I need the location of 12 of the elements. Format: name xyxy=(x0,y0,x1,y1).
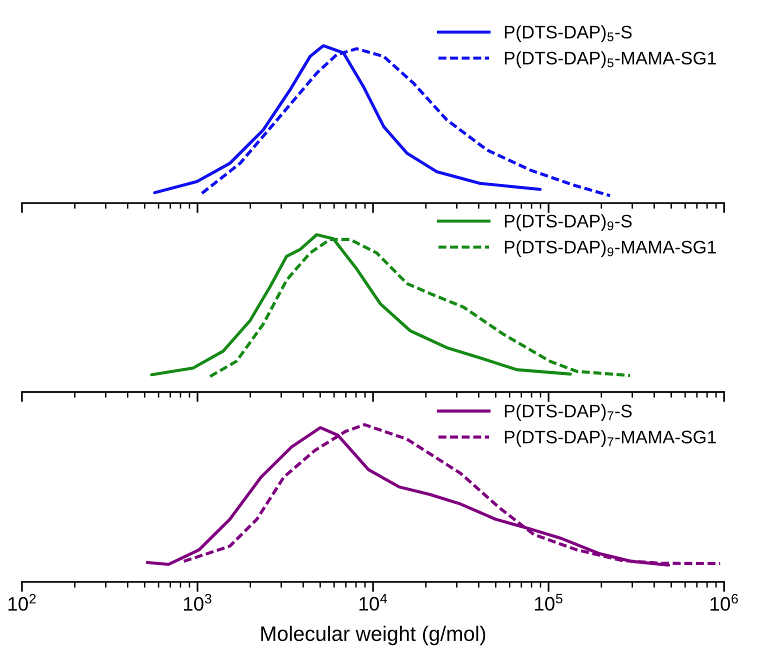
legend-label: P(DTS-DAP)$_{7}$-MAMA-SG1 xyxy=(504,430,716,448)
legend-label: P(DTS-DAP)$_{5}$-MAMA-SG1 xyxy=(504,51,716,68)
x-tick-label: 10$^{6}$ xyxy=(710,594,738,611)
legend-label: P(DTS-DAP)$_{9}$-S xyxy=(504,214,632,232)
x-tick-label: 10$^{3}$ xyxy=(184,594,212,611)
x-tick-label: 10$^{5}$ xyxy=(535,594,562,611)
legend-label: P(DTS-DAP)$_{9}$-MAMA-SG1 xyxy=(504,240,716,258)
x-axis-title: Molecular weight (g/mol) xyxy=(261,626,486,646)
x-tick-label: 10$^{2}$ xyxy=(8,594,36,611)
legend-label: P(DTS-DAP)$_{5}$-S xyxy=(504,25,632,42)
legend-label: P(DTS-DAP)$_{7}$-S xyxy=(504,404,632,422)
x-tick-label: 10$^{4}$ xyxy=(360,594,388,611)
